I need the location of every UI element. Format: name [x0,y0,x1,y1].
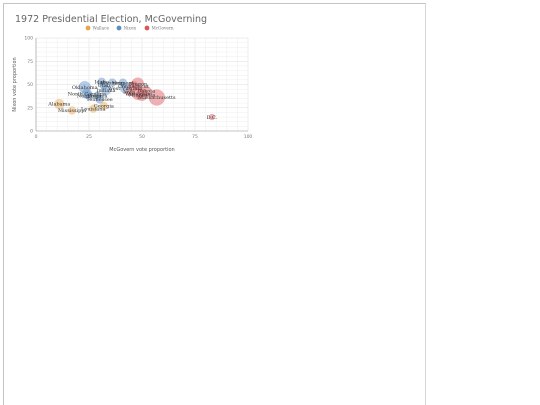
point-label-minnesota: Minnesota [129,92,156,98]
point-label-dakota: Dakota [137,89,155,95]
point-label-alabama: Alabama [47,102,70,108]
point-label-indiana: Indiana [96,88,115,94]
y-tick-label: 100 [24,36,33,42]
point-label-wisconsin: Wisconsin [125,92,151,98]
point-label-wyoming: Wyoming [100,80,124,86]
legend-label-wallace: Wallace [93,26,110,31]
point-label-georgia: Georgia [94,104,114,110]
point-label-vermont: Vermont [111,80,133,86]
chart-title: 1972 Presidential Election, McGoverning [15,14,208,25]
point-virginia [93,91,102,100]
y-axis-label: Nixon vote proportion [12,57,18,111]
legend-marker-wallace [85,25,91,31]
point-d-c [208,113,216,121]
legend-marker-nixon [116,25,122,31]
point-mississippi [67,106,77,115]
point-louisiana [88,104,98,113]
point-connecticut [128,81,139,92]
x-tick-label: 0 [35,134,38,140]
legend-marker-mcgovern [144,25,150,31]
point-label-louisiana: Louisiana [81,106,106,112]
point-utah [99,81,109,90]
x-tick-label: 50 [139,134,145,140]
point-label-connecticut: Connecticut [118,84,149,90]
x-axis-label: McGovern vote proportion [109,147,174,153]
point-georgia [99,101,109,111]
point-label-nebraska: Nebraska [77,93,102,99]
legend-label-nixon: Nixon [124,26,137,31]
point-wisconsin [131,87,145,101]
point-nebraska [84,91,94,100]
point-massachusetts [148,89,166,106]
point-iowa [125,87,134,97]
point-label-utah: Utah [98,83,111,89]
point-idaho [97,77,106,86]
point-tennessee [95,95,104,104]
y-tick-label: 50 [27,82,33,88]
point-vermont [118,78,128,87]
point-label-virginia: Virginia [86,93,107,99]
point-label-oregon: Oregon [128,81,148,87]
point-alabama [54,98,65,110]
point-label-massachusetts: Massachusetts [138,95,176,101]
point-label-idaho: Idaho [95,79,109,85]
y-tick-label: 0 [30,129,33,135]
point-label-oklahoma: Oklahoma [72,85,98,91]
x-tick-label: 100 [244,134,253,140]
point-oregon [131,77,145,90]
chart-points [54,77,216,121]
point-west-virginia [119,82,131,94]
point-wyoming [108,78,117,87]
point-oklahoma [78,81,92,94]
chart-frame: 1972 Presidential Election, McGoverning [3,3,426,405]
point-label-tennessee: Tennessee [86,97,112,103]
point-label-iowa: Iowa [123,90,135,96]
legend-label-mcgovern: McGovern [152,26,174,31]
y-tick-label: 25 [27,105,33,111]
point-label-d-c: D.C. [207,115,218,121]
x-tick-label: 75 [192,134,198,140]
chart-legend: Wallace Nixon McGovern [85,25,174,31]
point-north-carolina [81,88,93,100]
x-tick-label: 25 [86,134,92,140]
point-label-mississippi: Mississippi [58,108,87,114]
point-minnesota [135,88,149,101]
point-indiana [100,84,112,96]
y-tick-label: 75 [27,59,33,65]
point-label-north-carolina: North Carolina [68,92,106,98]
point-dakota [140,85,152,97]
chart-axes: 0 25 50 75 100 0 25 50 75 100 [24,36,252,140]
point-label-west-virginia: West Virginia [108,86,142,92]
